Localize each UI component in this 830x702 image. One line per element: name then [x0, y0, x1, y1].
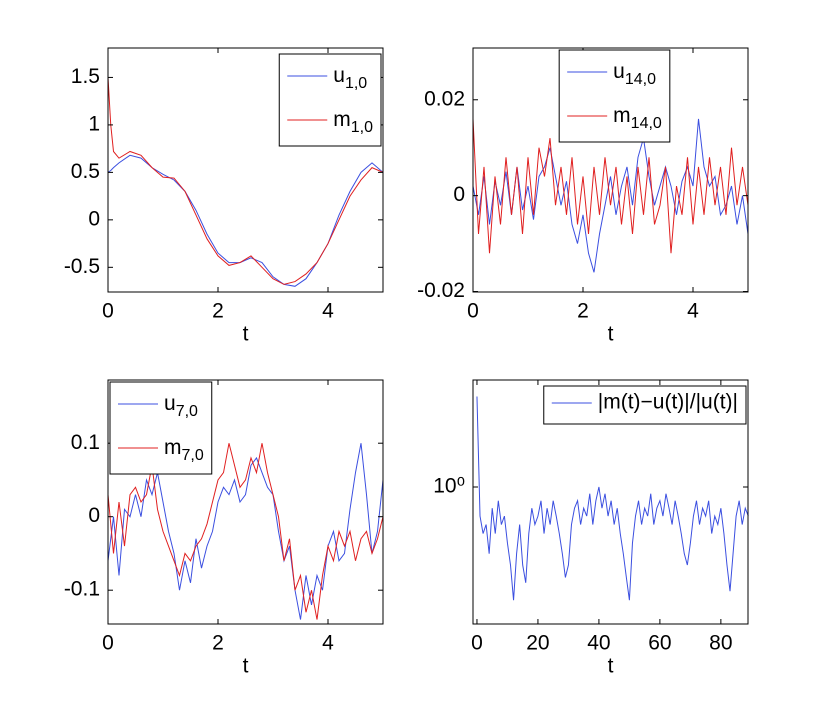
x-tick-label: 0 — [102, 632, 114, 655]
legend-label: m1,0 — [333, 108, 373, 137]
legend-label: u1,0 — [333, 64, 367, 93]
y-tick-label: 1.5 — [71, 65, 100, 88]
subplot: 0 20 40 60 80 10⁰ t |m(t)−u(t)|/|u(t)| — [433, 379, 749, 678]
legend: |m(t)−u(t)|/|u(t)| — [543, 385, 747, 425]
x-tick-label: 80 — [709, 632, 732, 655]
x-tick-label: 20 — [526, 632, 549, 655]
axes-frame — [107, 379, 384, 625]
legend-label-sub: 7,0 — [176, 403, 198, 420]
legend-frame — [543, 385, 747, 425]
x-axis-label: t — [243, 655, 249, 678]
y-tick-label: 10⁰ — [433, 475, 465, 498]
legend-label-main: u — [613, 60, 625, 83]
data-line — [476, 396, 749, 601]
x-tick-label: 2 — [212, 632, 224, 655]
data-line — [107, 154, 384, 287]
x-tick-label: 4 — [687, 300, 699, 323]
y-tick-label: -0.1 — [64, 578, 100, 601]
x-tick-label: 4 — [322, 300, 334, 323]
y-tick-label: 0.1 — [71, 431, 100, 454]
y-tick-label: 1 — [88, 112, 100, 135]
y-tick-label: 0.5 — [71, 160, 100, 183]
y-tick-label: -0.02 — [417, 279, 465, 302]
data-line — [107, 443, 384, 620]
data-line — [472, 118, 749, 273]
legend-label-sub: 14,0 — [625, 71, 656, 88]
x-axis-label: t — [243, 323, 249, 346]
legend-label: m7,0 — [164, 436, 204, 465]
y-tick-label: 0 — [453, 183, 465, 206]
x-tick-label: 0 — [467, 300, 479, 323]
legend-label-sub: 7,0 — [182, 447, 204, 464]
y-tick-label: 0 — [88, 504, 100, 527]
legend-label: m14,0 — [613, 104, 662, 133]
data-line — [107, 443, 384, 620]
legend-label: u7,0 — [164, 392, 198, 421]
axes-frame — [472, 379, 749, 625]
y-tick-label: 0 — [88, 207, 100, 230]
legend-label-main: m — [164, 436, 182, 459]
legend: u1,0m1,0 — [278, 53, 382, 147]
y-tick-label: -0.5 — [64, 255, 100, 278]
x-tick-label: 40 — [587, 632, 610, 655]
legend-label-sub: 14,0 — [631, 115, 662, 132]
data-line — [472, 118, 749, 254]
legend-frame — [109, 381, 213, 475]
axes-frame — [107, 47, 384, 293]
legend-label-main: u — [164, 392, 176, 415]
legend-label: |m(t)−u(t)|/|u(t)| — [598, 391, 738, 414]
legend-label-main: u — [333, 64, 345, 87]
x-axis-label: t — [608, 323, 614, 346]
legend-frame — [278, 53, 382, 147]
axes-frame — [472, 47, 749, 293]
x-tick-label: 0 — [471, 632, 483, 655]
legend-label: u14,0 — [613, 60, 656, 89]
x-tick-label: 60 — [648, 632, 671, 655]
data-line — [107, 77, 384, 285]
x-tick-label: 2 — [212, 300, 224, 323]
x-tick-label: 0 — [102, 300, 114, 323]
legend-label-sub: 1,0 — [351, 119, 373, 136]
legend-label-sub: 1,0 — [345, 75, 367, 92]
x-tick-label: 2 — [577, 300, 589, 323]
legend: u7,0m7,0 — [109, 381, 213, 475]
legend-label-main: m — [333, 108, 351, 131]
x-tick-label: 4 — [322, 632, 334, 655]
y-tick-label: 0.02 — [424, 87, 465, 110]
legend-frame — [558, 49, 671, 143]
x-axis-label: t — [608, 655, 614, 678]
legend-label-main: m — [613, 104, 631, 127]
